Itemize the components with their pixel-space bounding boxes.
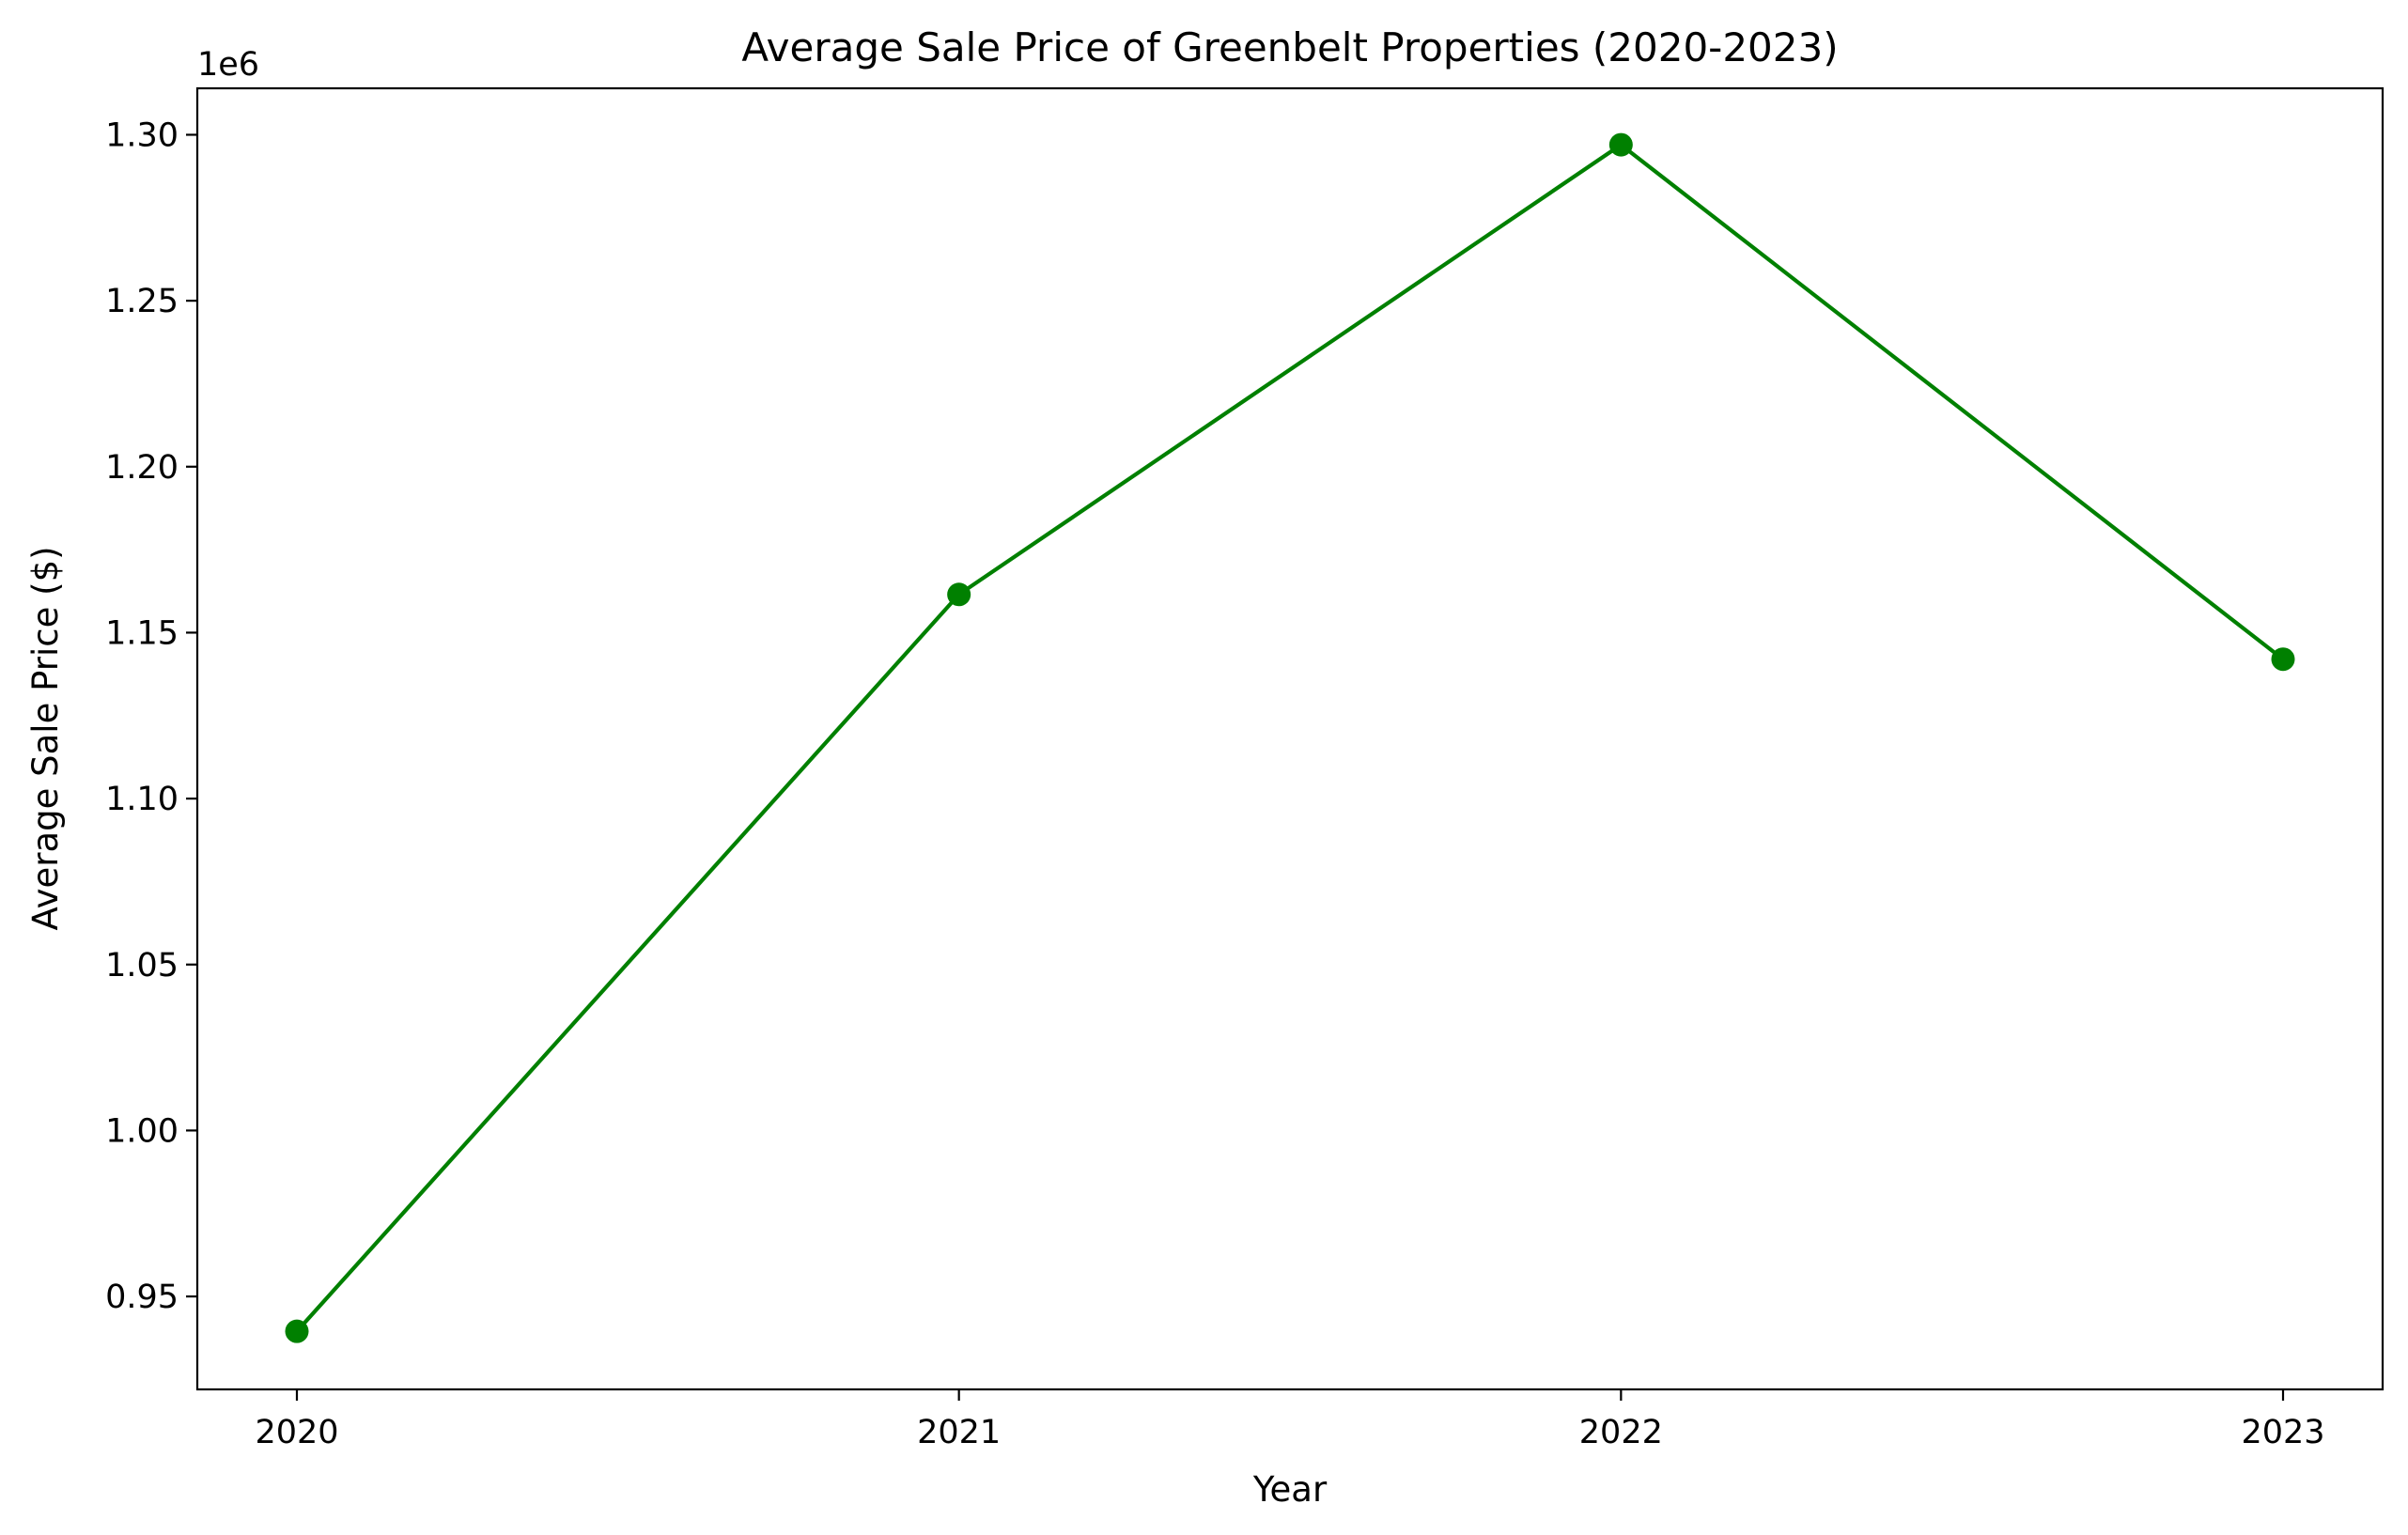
x-axis-label: Year (1252, 1469, 1328, 1510)
data-point-2023 (2271, 647, 2295, 672)
x-tick-label: 2022 (1579, 1414, 1663, 1451)
y-axis-label: Average Sale Price ($) (25, 546, 66, 930)
y-tick-label: 1.20 (105, 449, 179, 487)
data-point-2020 (285, 1319, 309, 1343)
series-layer (285, 132, 2295, 1343)
x-axis-ticks: 2020 2021 2022 2023 (255, 1389, 2325, 1451)
x-tick-label: 2023 (2241, 1414, 2324, 1451)
y-tick-label: 1.30 (105, 116, 179, 154)
plot-area (197, 88, 2383, 1389)
y-tick-label: 0.95 (105, 1279, 179, 1316)
x-tick-label: 2020 (255, 1414, 338, 1451)
y-tick-label: 1.15 (105, 614, 179, 652)
x-tick-label: 2021 (917, 1414, 1001, 1451)
plot-frame (195, 86, 2385, 1391)
data-point-2021 (947, 582, 971, 607)
y-axis-ticks: 0.95 1.00 1.05 1.10 1.15 1.20 1.25 1.30 (105, 116, 197, 1316)
chart-title: Average Sale Price of Greenbelt Properti… (741, 24, 1838, 70)
series-line (294, 143, 2286, 1334)
y-tick-label: 1.05 (105, 947, 179, 985)
y-axis-offset-label: 1e6 (197, 46, 259, 84)
y-tick-label: 1.00 (105, 1112, 179, 1150)
data-point-2022 (1608, 132, 1633, 157)
y-tick-label: 1.10 (105, 781, 179, 818)
y-tick-label: 1.25 (105, 283, 179, 320)
